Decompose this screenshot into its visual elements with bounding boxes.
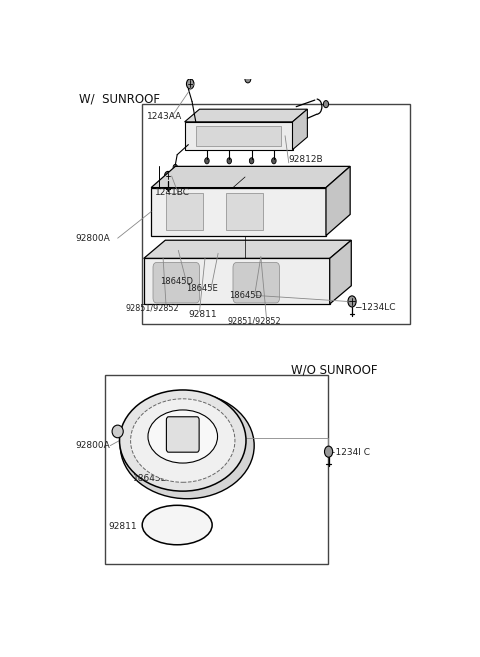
- Ellipse shape: [206, 246, 233, 263]
- Text: 92851/92852: 92851/92852: [125, 303, 179, 312]
- Bar: [226, 193, 263, 229]
- Text: 1241BC: 1241BC: [155, 188, 190, 197]
- Circle shape: [272, 158, 276, 164]
- Ellipse shape: [112, 425, 123, 438]
- Text: 92851/92852: 92851/92852: [228, 316, 281, 325]
- Bar: [196, 126, 281, 146]
- Text: W/O SUNROOF: W/O SUNROOF: [290, 363, 377, 376]
- Text: 92811: 92811: [188, 309, 217, 319]
- Circle shape: [249, 158, 254, 164]
- Circle shape: [186, 79, 194, 89]
- Polygon shape: [330, 240, 351, 304]
- Circle shape: [204, 158, 209, 164]
- Polygon shape: [151, 188, 326, 236]
- Bar: [166, 193, 203, 229]
- Text: 18645E: 18645E: [186, 284, 218, 293]
- Text: 92800A: 92800A: [75, 234, 109, 242]
- Ellipse shape: [131, 399, 235, 482]
- Text: 18645D: 18645D: [229, 291, 262, 300]
- Text: W/  SUNROOF: W/ SUNROOF: [79, 93, 159, 106]
- Ellipse shape: [166, 243, 192, 260]
- Bar: [105, 374, 328, 564]
- Ellipse shape: [250, 250, 276, 266]
- Ellipse shape: [120, 390, 246, 491]
- Ellipse shape: [142, 505, 212, 545]
- Text: 18645D: 18645D: [160, 277, 193, 286]
- Ellipse shape: [120, 392, 254, 499]
- Text: −1234I C: −1234I C: [328, 447, 370, 457]
- Ellipse shape: [154, 470, 179, 485]
- Text: 92811: 92811: [108, 522, 137, 531]
- Polygon shape: [151, 166, 350, 188]
- Text: −1234LC: −1234LC: [354, 303, 396, 312]
- Circle shape: [165, 171, 171, 181]
- Circle shape: [324, 101, 329, 108]
- Text: 92812B: 92812B: [289, 155, 324, 164]
- Polygon shape: [144, 258, 330, 304]
- Bar: [142, 104, 409, 324]
- Text: 92800A: 92800A: [75, 441, 109, 450]
- Circle shape: [227, 158, 231, 164]
- Text: 1243AA: 1243AA: [147, 112, 183, 122]
- Polygon shape: [292, 109, 307, 150]
- Circle shape: [324, 446, 333, 457]
- Polygon shape: [326, 166, 350, 236]
- Polygon shape: [144, 240, 351, 258]
- Circle shape: [245, 75, 251, 83]
- Circle shape: [348, 296, 356, 307]
- Polygon shape: [185, 122, 292, 150]
- Text: 18645E: 18645E: [132, 474, 167, 483]
- FancyBboxPatch shape: [167, 417, 199, 452]
- FancyBboxPatch shape: [233, 263, 279, 303]
- FancyBboxPatch shape: [153, 263, 200, 303]
- Polygon shape: [185, 109, 307, 122]
- Circle shape: [173, 164, 178, 170]
- Ellipse shape: [148, 410, 217, 463]
